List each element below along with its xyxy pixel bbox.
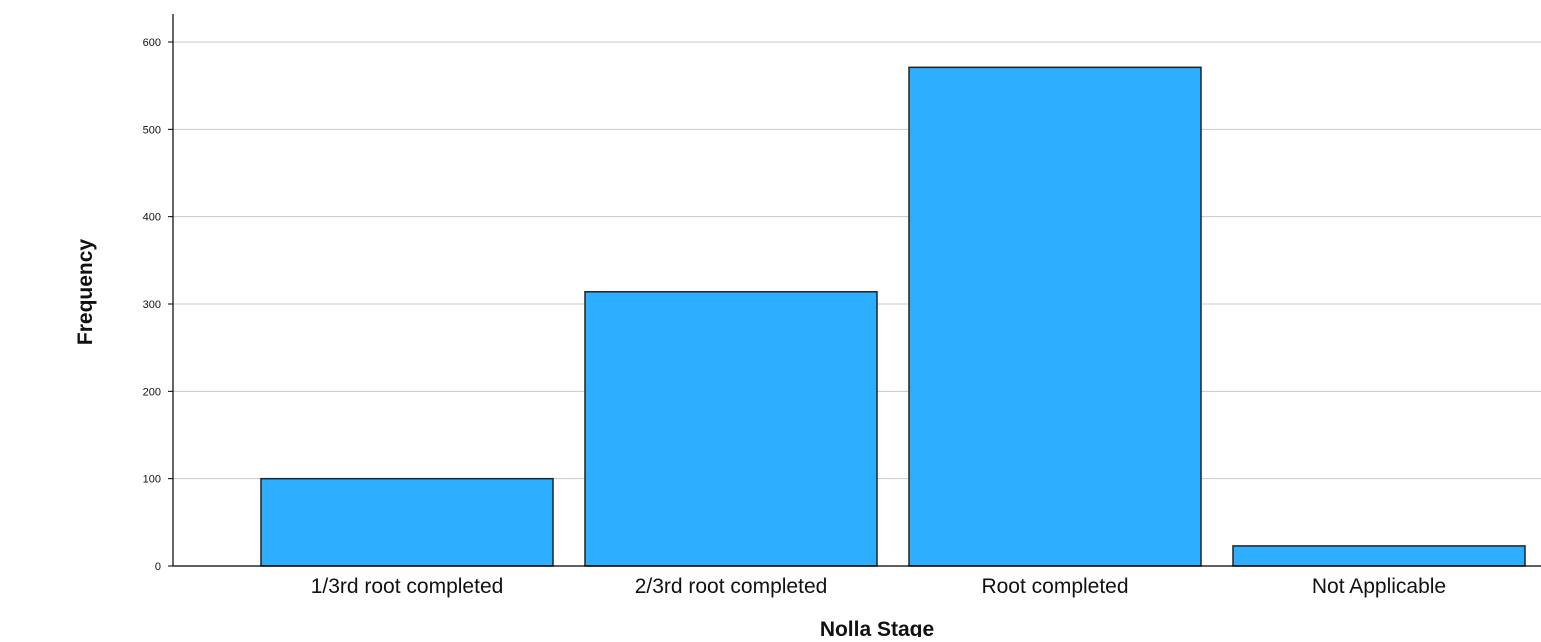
bar-2 — [908, 66, 1202, 567]
bars — [260, 66, 1526, 567]
x-tick-label: Not Applicable — [1312, 575, 1446, 598]
bar-3 — [1232, 545, 1526, 567]
y-tick-label: 400 — [143, 212, 161, 224]
y-tick-label: 0 — [155, 561, 161, 573]
x-tick-label: 2/3rd root completed — [635, 575, 828, 598]
y-tick-labels: 0 100 200 300 400 500 600 — [143, 37, 173, 573]
y-tick-label: 500 — [143, 124, 161, 136]
bar-1 — [584, 291, 878, 567]
y-tick-label: 200 — [143, 386, 161, 398]
x-axis-title: Nolla Stage — [820, 618, 934, 637]
y-tick-label: 600 — [143, 37, 161, 49]
y-tick-label: 100 — [143, 474, 161, 486]
bar-0 — [260, 477, 554, 567]
x-tick-label: Root completed — [981, 575, 1128, 598]
x-tick-label: 1/3rd root completed — [311, 575, 504, 598]
x-tick-labels: 1/3rd root completed 2/3rd root completed… — [311, 575, 1446, 598]
y-tick-label: 300 — [143, 299, 161, 311]
y-axis-title: Frequency — [74, 239, 97, 346]
axes — [172, 14, 1541, 567]
